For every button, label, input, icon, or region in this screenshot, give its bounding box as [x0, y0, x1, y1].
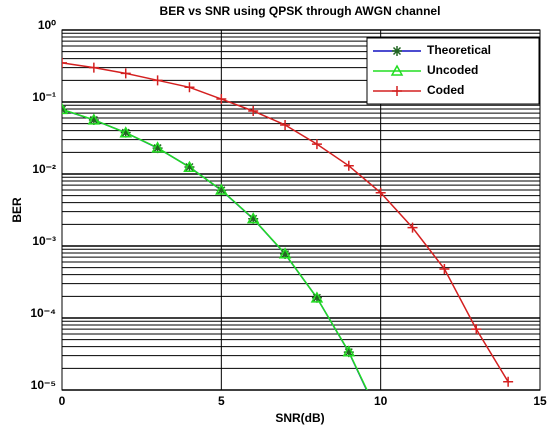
- marker: [216, 94, 227, 105]
- marker: [62, 102, 69, 115]
- x-tick-label: 0: [59, 394, 66, 408]
- marker: [88, 114, 99, 125]
- marker: [376, 415, 386, 425]
- y-axis-label: BER: [10, 197, 24, 223]
- marker: [151, 141, 164, 153]
- marker: [278, 247, 292, 259]
- marker: [280, 119, 291, 130]
- y-tick-label: 10⁻²: [32, 162, 56, 176]
- x-axis-label: SNR(dB): [275, 411, 324, 425]
- y-tick-label: 10⁻⁴: [30, 306, 56, 320]
- x-tick-label: 5: [218, 394, 225, 408]
- marker: [152, 143, 163, 154]
- y-tick-label: 10⁻⁵: [31, 378, 56, 392]
- marker: [280, 249, 291, 260]
- marker: [390, 64, 404, 76]
- marker: [471, 324, 482, 335]
- legend-label: Theoretical: [427, 43, 491, 57]
- marker: [216, 185, 227, 196]
- x-tick-label: 10: [374, 394, 388, 408]
- marker: [376, 414, 386, 423]
- y-tick-label: 10⁻³: [32, 234, 56, 248]
- marker: [120, 68, 131, 79]
- plot-series: [62, 57, 514, 425]
- legend-label: Coded: [427, 83, 464, 97]
- marker: [183, 160, 196, 173]
- marker: [248, 213, 259, 224]
- y-tick-label: 10⁻¹: [32, 90, 56, 104]
- marker: [392, 86, 402, 96]
- marker: [184, 82, 195, 93]
- x-tick-label: 15: [533, 394, 547, 408]
- marker: [342, 345, 356, 357]
- marker: [88, 62, 99, 73]
- marker: [343, 347, 354, 358]
- marker: [152, 75, 163, 86]
- marker: [310, 291, 324, 303]
- marker: [215, 183, 228, 195]
- marker: [311, 139, 322, 150]
- marker: [311, 292, 322, 303]
- marker: [87, 113, 101, 125]
- legend-label: Uncoded: [427, 63, 478, 77]
- marker: [407, 222, 418, 233]
- marker: [119, 126, 133, 138]
- marker: [120, 127, 131, 138]
- marker: [503, 376, 514, 387]
- marker: [184, 162, 195, 173]
- marker: [343, 160, 354, 171]
- marker: [246, 212, 260, 224]
- y-tick-label: 10⁰: [38, 18, 56, 32]
- marker: [392, 46, 402, 56]
- marker: [439, 263, 450, 274]
- marker: [248, 105, 259, 116]
- chart-title: BER vs SNR using QPSK through AWGN chann…: [160, 4, 441, 18]
- marker: [62, 57, 67, 68]
- marker: [375, 187, 386, 198]
